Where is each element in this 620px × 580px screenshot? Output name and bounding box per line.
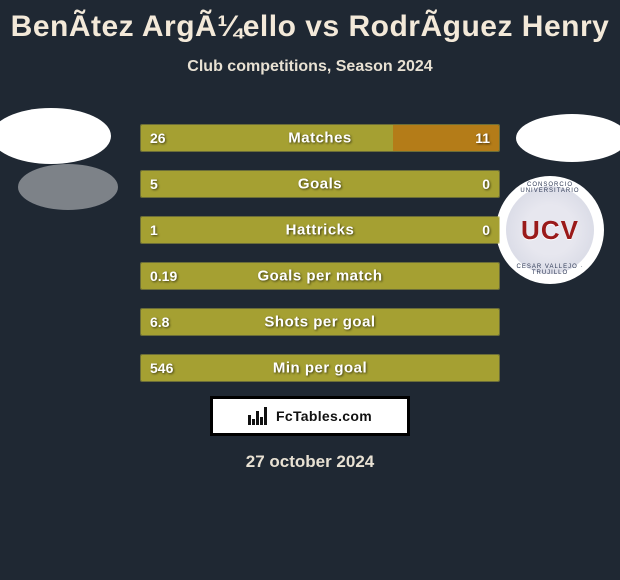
badge-arc-bot: CESAR VALLEJO · TRUJILLO [506,264,594,276]
stat-value-left: 1 [150,222,158,238]
stat-value-left: 0.19 [150,268,177,284]
date-line: 27 october 2024 [0,452,620,472]
brand-bar-icon [252,419,255,425]
page-title: BenÃtez ArgÃ¼ello vs RodrÃguez Henry [0,0,620,44]
brand-logo-icon [248,407,270,425]
stats-container: 26 11 Matches 5 0 Goals 1 0 Hattricks 0.19 Goals p… [140,124,500,400]
stat-row: 5 0 Goals [140,170,500,198]
stat-value-right: 0 [482,222,490,238]
stat-label: Goals [298,176,342,193]
stat-row: 546 Min per goal [140,354,500,382]
badge-arc-top: CONSORCIO UNIVERSITARIO [506,182,594,194]
stat-label: Shots per goal [264,314,375,331]
brand-box: FcTables.com [210,396,410,436]
subtitle: Club competitions, Season 2024 [0,58,620,76]
avatar-right [516,114,620,162]
brand-bar-icon [264,407,267,425]
stat-row: 6.8 Shots per goal [140,308,500,336]
avatar-left [0,108,111,164]
avatar-left-shadow [18,164,118,210]
stat-value-left: 546 [150,360,173,376]
stat-fill-left [141,125,393,151]
stat-value-left: 26 [150,130,166,146]
stat-label: Matches [288,130,352,147]
brand-text: FcTables.com [276,408,372,424]
stat-label: Goals per match [257,268,382,285]
stat-label: Hattricks [286,222,355,239]
brand-bar-icon [256,411,259,425]
stat-label: Min per goal [273,360,367,377]
club-badge-right: CONSORCIO UNIVERSITARIO UCV CESAR VALLEJ… [496,176,604,284]
club-badge-ring: CONSORCIO UNIVERSITARIO UCV CESAR VALLEJ… [496,176,604,284]
stat-row: 1 0 Hattricks [140,216,500,244]
stat-row: 26 11 Matches [140,124,500,152]
stat-value-right: 11 [475,130,490,146]
brand-bar-icon [260,417,263,425]
brand-bar-icon [248,415,251,425]
badge-label: UCV [521,215,579,246]
stat-value-right: 0 [482,176,490,192]
stat-value-left: 6.8 [150,314,169,330]
stat-value-left: 5 [150,176,158,192]
stat-row: 0.19 Goals per match [140,262,500,290]
